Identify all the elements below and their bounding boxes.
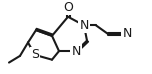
Text: N: N — [79, 19, 89, 32]
Text: S: S — [31, 48, 39, 61]
Text: O: O — [63, 1, 73, 14]
Text: N: N — [71, 45, 81, 58]
Text: N: N — [122, 27, 132, 40]
